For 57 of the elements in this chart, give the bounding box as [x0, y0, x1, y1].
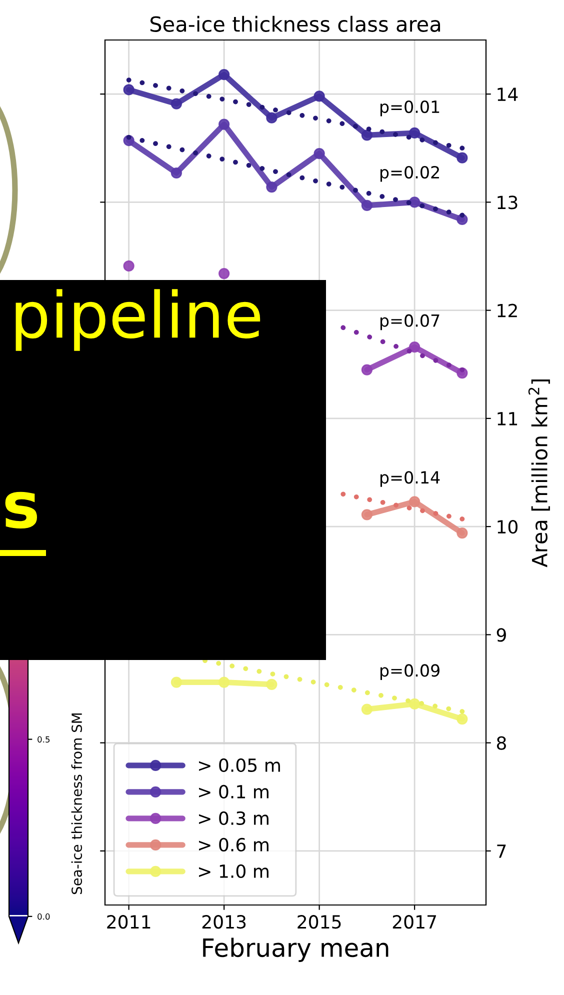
- point: [218, 118, 230, 130]
- point: [266, 181, 278, 193]
- point: [409, 127, 420, 139]
- chart-title: Sea-ice thickness class area: [150, 16, 440, 32]
- y-tick-label: 10: [498, 520, 518, 534]
- legend-label: > 0.05 m: [198, 758, 280, 772]
- point: [409, 698, 420, 710]
- point: [123, 260, 134, 272]
- point: [409, 196, 420, 208]
- point: [456, 713, 468, 725]
- x-axis-title: February mean: [203, 938, 388, 962]
- point: [266, 112, 278, 124]
- legend-label: > 0.6 m: [198, 838, 268, 852]
- point: [314, 90, 325, 102]
- point: [170, 167, 182, 179]
- annotation: p=0.14: [380, 471, 440, 487]
- point: [409, 342, 420, 353]
- y-axis-title: Area [million km$^{2}$]: [528, 379, 550, 568]
- point: [170, 98, 182, 110]
- y-tick-label: 8: [496, 736, 506, 750]
- color-bar-title: Sea-ice thickness from SM: [71, 713, 82, 894]
- point: [218, 69, 230, 80]
- annotation: p=0.07: [380, 314, 440, 330]
- point: [266, 678, 278, 690]
- annotation: p=0.01: [380, 100, 440, 116]
- y-tick-label: 13: [498, 196, 518, 210]
- legend-label: > 0.1 m: [198, 784, 268, 799]
- x-tick-label: 2013: [202, 915, 246, 929]
- x-tick-label: 2015: [298, 915, 341, 929]
- y-tick-label: 11: [498, 412, 518, 426]
- legend-label: > 0.3 m: [198, 811, 268, 826]
- annotation: p=0.02: [380, 166, 439, 182]
- point: [170, 676, 182, 688]
- point: [361, 509, 372, 520]
- y-tick-label: 7: [497, 844, 506, 858]
- color-bar-label: 0.5: [38, 736, 50, 743]
- y-tick-label: 9: [496, 628, 506, 642]
- x-tick-label: 2017: [392, 915, 436, 929]
- y-tick-label: 12: [498, 304, 517, 318]
- point: [409, 496, 420, 508]
- text: s: [5, 492, 37, 529]
- point: [218, 676, 230, 688]
- x-tick-label: 2011: [107, 915, 150, 929]
- point: [361, 130, 372, 141]
- point: [314, 148, 325, 160]
- y-tick-label: 14: [498, 88, 518, 101]
- annotation: p=0.09: [380, 664, 440, 680]
- point: [361, 200, 372, 211]
- point: [456, 527, 468, 539]
- legend-label: > 1.0 m: [198, 864, 268, 878]
- point: [218, 268, 230, 280]
- point: [123, 84, 134, 96]
- annotation: pipeline: [16, 289, 260, 351]
- color-bar-label: 0.0: [38, 913, 50, 920]
- point: [456, 152, 468, 164]
- point: [361, 704, 372, 715]
- point: [361, 364, 372, 376]
